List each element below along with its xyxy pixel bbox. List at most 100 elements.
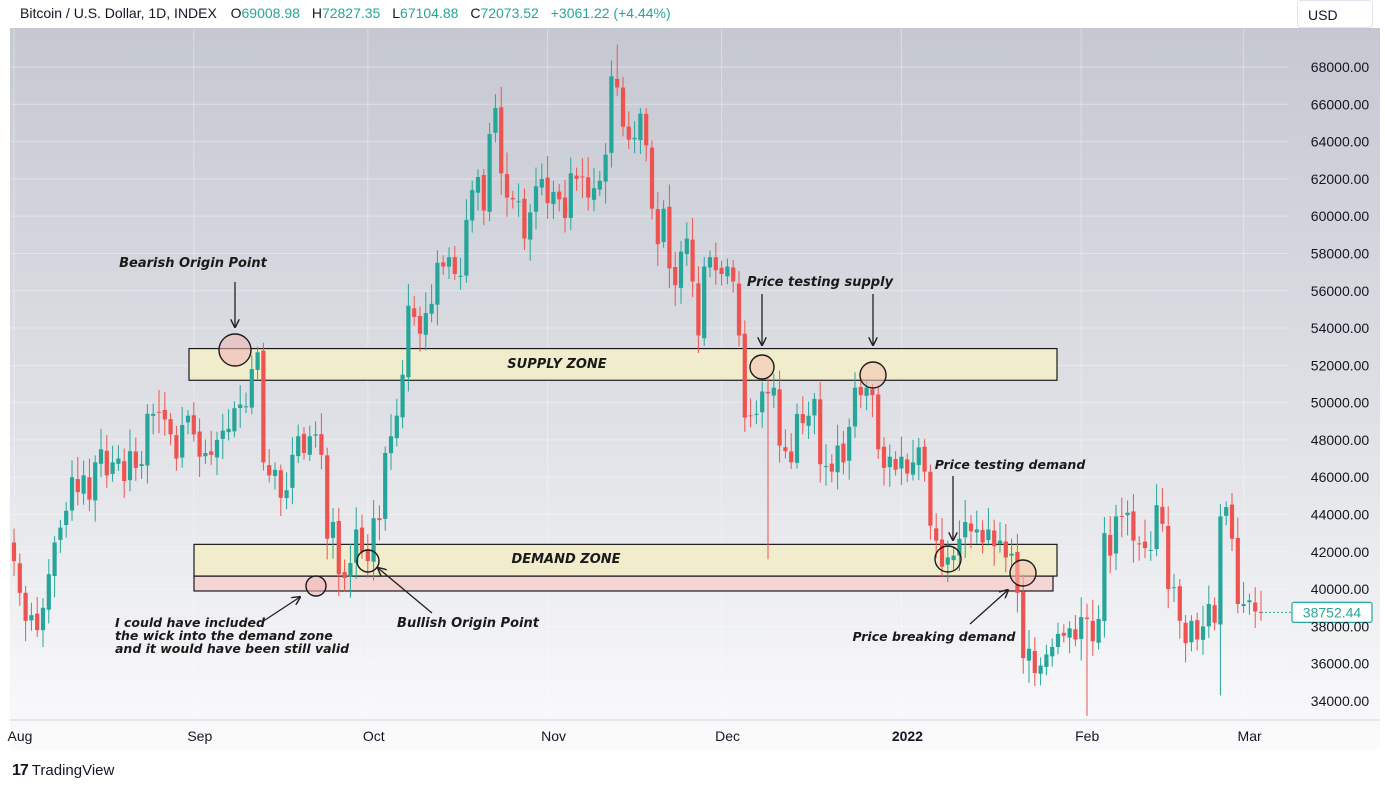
x-tick-label: Oct [363,728,385,744]
y-tick-label: 68000.00 [1311,59,1370,75]
candle-body [1148,549,1153,551]
candle-body [957,538,962,556]
candle-body [684,238,689,255]
candle-body [441,262,446,267]
y-tick-label: 44000.00 [1311,507,1370,523]
candle-body [539,178,544,188]
candle-body [945,557,950,565]
candle-body [986,529,991,541]
candle-body [673,266,678,286]
tradingview-logo[interactable]: 17 TradingView [12,762,114,780]
candle-body [307,436,312,455]
demand-zone-label: DEMAND ZONE [511,552,620,567]
candle-body [313,434,318,436]
candle-body [557,191,562,200]
candle-body [1084,617,1090,619]
candle-body [122,461,127,481]
candle-body [388,436,394,454]
candle-body [510,198,515,200]
candle-body [574,175,579,179]
supply-zone-label: SUPPLY ZONE [507,357,607,372]
candle-body [754,413,759,415]
candle-body [435,262,440,305]
candle-body [487,134,492,212]
candle-body [98,449,104,464]
candle-body [1044,654,1049,667]
supply-zone [188,347,1058,381]
candle-body [760,391,765,413]
candle-body [922,446,927,472]
demand-zone [193,543,1058,577]
candle-body [974,529,979,533]
candle-body [655,209,660,245]
currency-button[interactable]: USD [1297,0,1373,28]
candle-body [412,308,417,317]
candle-body [1119,515,1124,517]
y-tick-label: 66000.00 [1311,96,1370,112]
candle-body [162,409,167,420]
x-axis: Aug Sep Oct Nov Dec 2022 Feb Mar [8,719,1380,744]
candle-body [284,490,289,499]
demand-break-arrow [969,590,1008,625]
candle-body [1200,626,1206,640]
candle-body [209,451,214,455]
candle-body [771,387,776,396]
candle-body [719,267,724,274]
symbol-legend: Bitcoin / U.S. Dollar, 1D, INDEX O69008.… [20,5,671,21]
x-tick-label: Aug [8,728,33,744]
candle-body [168,419,173,435]
y-tick-label: 62000.00 [1311,171,1370,187]
candle-body [713,257,718,271]
candle-body [586,177,591,198]
candle-body [1073,629,1078,640]
wick-note-line-2: the wick into the demand zone [115,628,333,643]
candle-body [980,530,985,543]
candle-body [661,208,666,243]
supply-test-circle-1 [749,354,775,380]
candle-body [1055,633,1061,647]
candle-body [800,414,805,424]
candle-body [1253,602,1258,612]
candle-body [417,315,423,334]
candle-body [852,387,858,427]
bearish-origin-label: Bearish Origin Point [119,256,268,271]
candle-body [139,464,144,467]
candle-body [1241,604,1246,607]
candle-body [452,257,457,274]
candle-body [400,374,405,418]
candle-body [533,186,539,212]
candle-body [1108,534,1113,556]
x-tick-label: Dec [715,728,740,744]
candle-body [910,462,916,475]
supply-test-circle-2 [859,361,887,389]
candle-body [1195,620,1200,640]
candle-body [881,446,887,468]
candle-body [748,415,753,417]
annotations: 38752.44 Bearish Origin Point SUPPLY ZONE D… [115,256,1373,656]
candle-body [29,615,34,621]
candle-body [151,413,156,416]
candle-body [1102,533,1107,622]
candle-body [243,406,249,408]
candle-body [197,431,202,457]
close-label: C [470,5,481,21]
candle-body [394,415,399,439]
candle-body [783,447,788,452]
candle-body [365,549,370,562]
candle-body [69,477,75,511]
candle-body [371,518,376,562]
candle-body [707,257,713,268]
candle-body [87,477,92,500]
candle-body [545,177,550,204]
candle-body [383,452,388,519]
candle-body [1026,648,1032,661]
candle-body [145,413,150,466]
candle-body [1247,600,1252,603]
candle-body [1177,586,1182,621]
candle-body [185,415,191,423]
candle-body [1009,553,1014,556]
demand-break-circle [1009,559,1037,587]
candle-body [1212,605,1217,623]
